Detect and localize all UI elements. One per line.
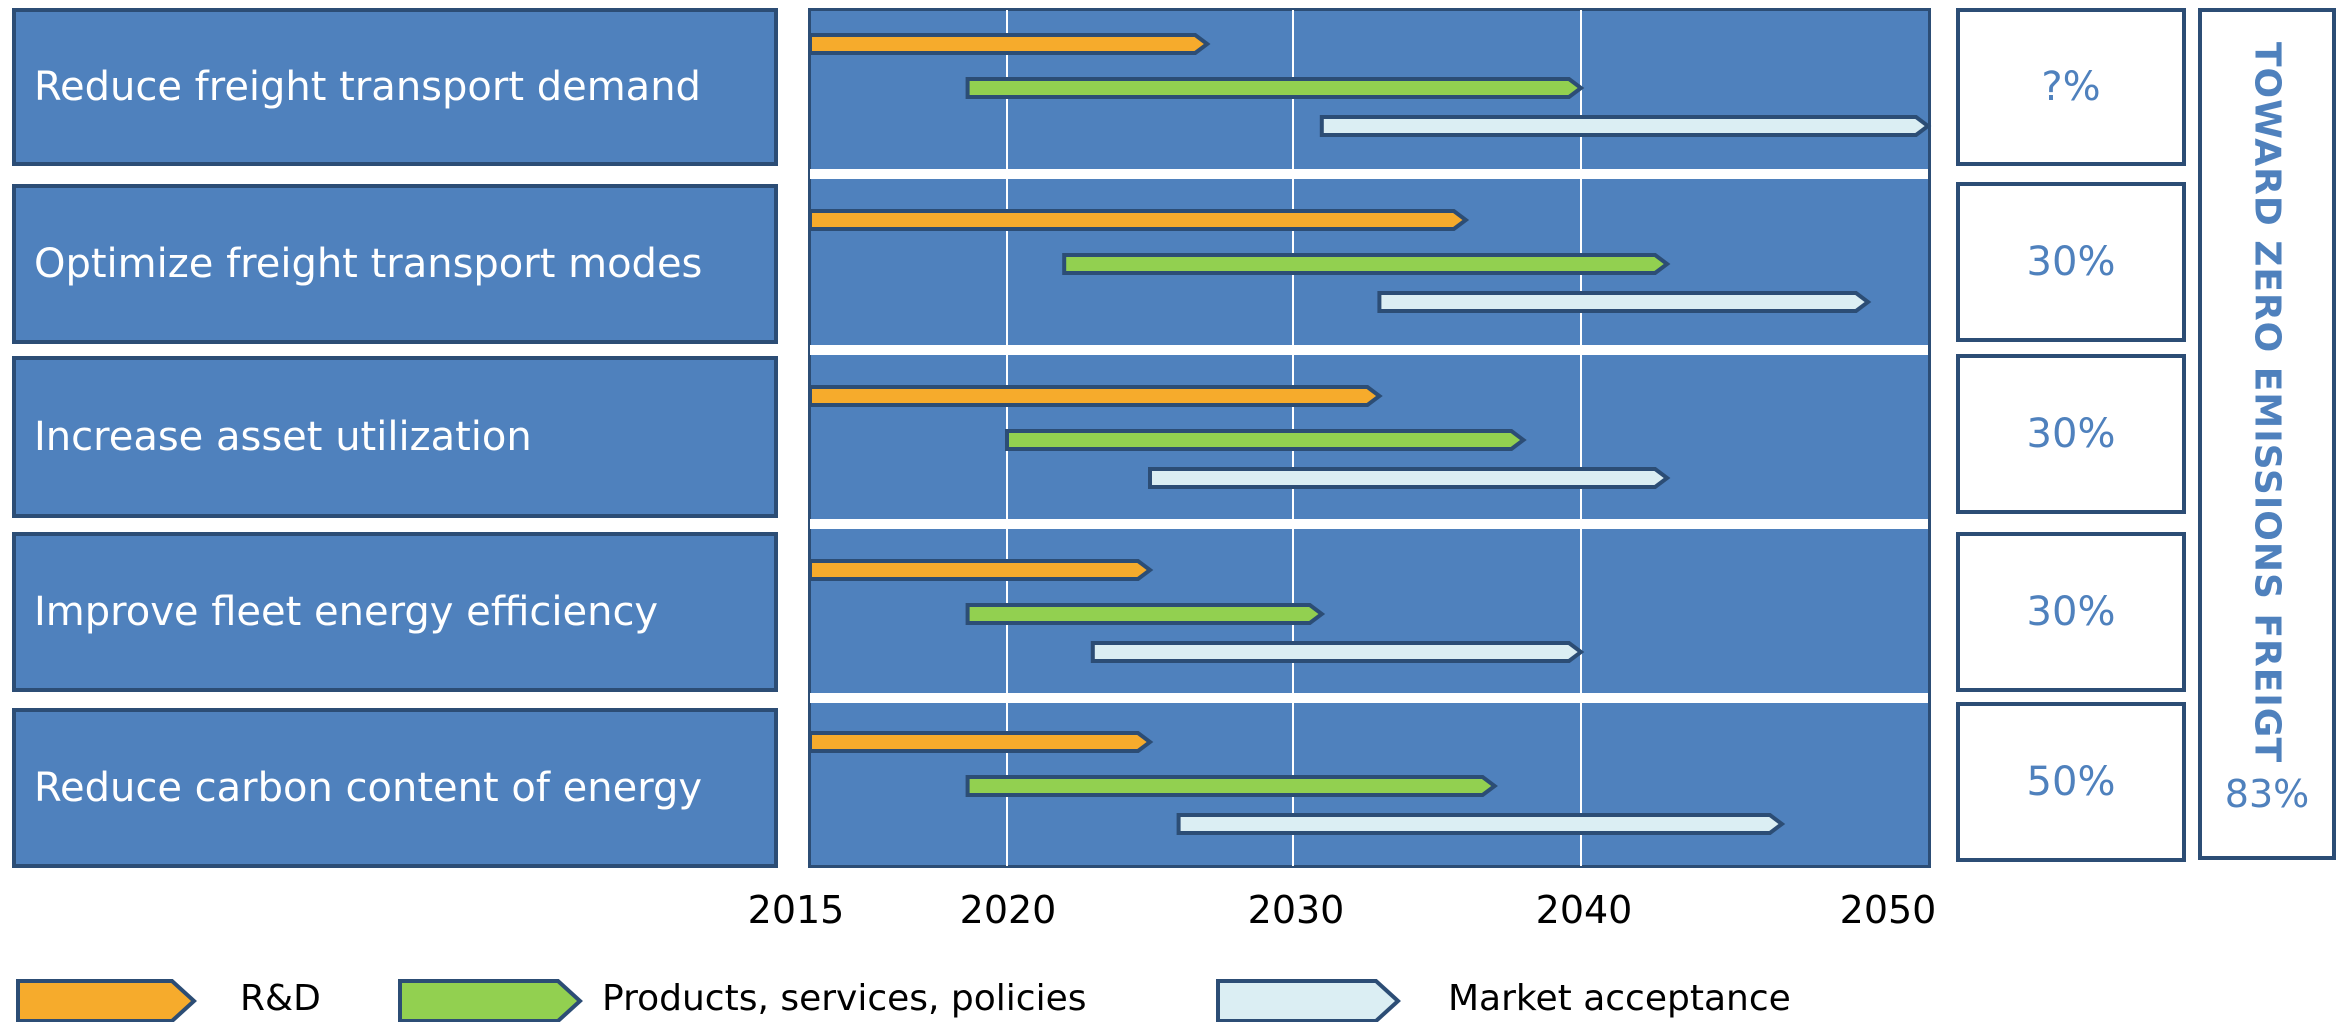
total-value: 83% bbox=[2224, 772, 2310, 816]
x-tick-label: 2020 bbox=[959, 888, 1057, 932]
category-label: Increase asset utilization bbox=[12, 356, 778, 518]
gantt-bar bbox=[1062, 253, 1671, 275]
legend-label-rd: R&D bbox=[240, 978, 321, 1019]
gantt-bar bbox=[808, 731, 1154, 753]
gantt-bar bbox=[808, 559, 1154, 581]
total-title: TOWARD ZERO EMISSIONS FREIGT bbox=[2246, 42, 2288, 764]
category-label: Optimize freight transport modes bbox=[12, 184, 778, 344]
gantt-bar bbox=[965, 775, 1498, 797]
gantt-bar bbox=[1377, 291, 1872, 313]
gantt-bar bbox=[808, 209, 1470, 231]
x-tick-label: 2030 bbox=[1247, 888, 1345, 932]
total-box: TOWARD ZERO EMISSIONS FREIGT 83% bbox=[2198, 8, 2336, 860]
percent-box: 50% bbox=[1956, 702, 2186, 862]
percent-box: 30% bbox=[1956, 354, 2186, 514]
x-tick-label: 2040 bbox=[1535, 888, 1633, 932]
legend-swatch bbox=[398, 979, 583, 1022]
percent-box: 30% bbox=[1956, 182, 2186, 342]
x-tick-label: 2015 bbox=[747, 888, 845, 932]
gantt-bar bbox=[1148, 467, 1671, 489]
x-tick-label: 2050 bbox=[1839, 888, 1937, 932]
row-separator bbox=[810, 693, 1928, 703]
legend-label-products: Products, services, policies bbox=[602, 978, 1087, 1019]
gantt-bar bbox=[965, 603, 1326, 625]
gantt-bar bbox=[1005, 429, 1527, 451]
percent-box: 30% bbox=[1956, 532, 2186, 692]
gantt-bar bbox=[808, 33, 1211, 55]
legend-label-market: Market acceptance bbox=[1448, 978, 1791, 1019]
category-label: Reduce carbon content of energy bbox=[12, 708, 778, 868]
row-separator bbox=[810, 519, 1928, 529]
category-label: Improve fleet energy efficiency bbox=[12, 532, 778, 692]
gantt-bar bbox=[965, 77, 1585, 99]
row-separator bbox=[810, 345, 1928, 355]
gantt-bar bbox=[1090, 641, 1585, 663]
gantt-bar bbox=[1176, 813, 1786, 835]
gantt-bar bbox=[808, 385, 1383, 407]
category-label: Reduce freight transport demand bbox=[12, 8, 778, 166]
legend-swatch bbox=[16, 979, 197, 1022]
percent-box: ?% bbox=[1956, 8, 2186, 166]
gantt-bar bbox=[1319, 115, 1932, 137]
legend-swatch bbox=[1216, 979, 1401, 1022]
row-separator bbox=[810, 169, 1928, 179]
